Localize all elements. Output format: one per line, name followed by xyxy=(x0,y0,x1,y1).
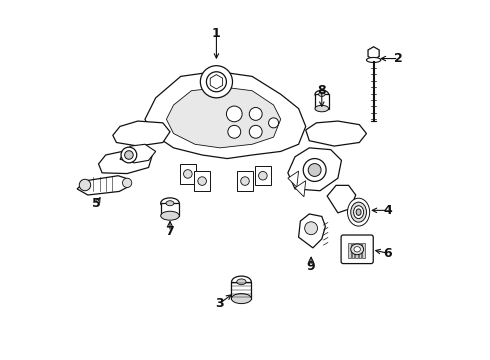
Bar xyxy=(315,94,329,109)
Bar xyxy=(359,243,361,257)
Polygon shape xyxy=(113,121,170,146)
Text: 3: 3 xyxy=(216,297,224,310)
Circle shape xyxy=(305,222,318,235)
FancyBboxPatch shape xyxy=(341,235,373,264)
Polygon shape xyxy=(120,144,156,163)
Circle shape xyxy=(269,118,279,128)
Polygon shape xyxy=(306,121,367,146)
Polygon shape xyxy=(145,73,306,158)
Ellipse shape xyxy=(318,92,325,96)
Bar xyxy=(352,243,354,257)
Circle shape xyxy=(226,106,242,122)
Ellipse shape xyxy=(367,58,381,63)
Text: 1: 1 xyxy=(212,27,221,40)
Ellipse shape xyxy=(161,198,179,208)
Circle shape xyxy=(241,177,249,185)
Text: 4: 4 xyxy=(384,204,392,217)
Ellipse shape xyxy=(166,201,174,206)
Text: 7: 7 xyxy=(166,225,174,238)
Polygon shape xyxy=(77,176,129,195)
Polygon shape xyxy=(298,214,325,248)
Circle shape xyxy=(308,163,321,176)
Polygon shape xyxy=(237,171,253,191)
Text: 8: 8 xyxy=(318,84,326,97)
Text: 9: 9 xyxy=(307,260,316,273)
Ellipse shape xyxy=(315,105,329,112)
Polygon shape xyxy=(288,148,342,191)
Circle shape xyxy=(124,151,133,159)
Ellipse shape xyxy=(351,202,367,222)
Text: 5: 5 xyxy=(93,197,101,210)
Ellipse shape xyxy=(237,279,246,285)
Polygon shape xyxy=(288,171,298,187)
Circle shape xyxy=(184,170,192,178)
Polygon shape xyxy=(368,47,379,60)
Polygon shape xyxy=(295,181,306,197)
Text: 2: 2 xyxy=(394,52,403,65)
Circle shape xyxy=(198,177,206,185)
Circle shape xyxy=(122,178,132,188)
Ellipse shape xyxy=(161,211,179,220)
Polygon shape xyxy=(98,150,152,174)
Polygon shape xyxy=(327,185,356,213)
Ellipse shape xyxy=(351,244,364,255)
Bar xyxy=(231,282,251,298)
Circle shape xyxy=(259,171,267,180)
Circle shape xyxy=(79,179,91,191)
Bar xyxy=(362,243,365,257)
Polygon shape xyxy=(194,171,210,191)
Ellipse shape xyxy=(231,294,251,303)
Ellipse shape xyxy=(356,209,361,215)
Ellipse shape xyxy=(354,206,364,219)
Circle shape xyxy=(303,158,326,181)
Ellipse shape xyxy=(315,90,329,98)
Circle shape xyxy=(200,66,232,98)
Ellipse shape xyxy=(354,247,360,252)
Polygon shape xyxy=(167,87,281,148)
Circle shape xyxy=(228,125,241,138)
Ellipse shape xyxy=(347,198,369,226)
Bar xyxy=(355,243,358,257)
Polygon shape xyxy=(255,166,270,185)
Bar xyxy=(161,203,179,216)
Circle shape xyxy=(249,125,262,138)
Circle shape xyxy=(121,147,137,163)
Circle shape xyxy=(249,108,262,120)
Bar xyxy=(348,243,351,257)
Ellipse shape xyxy=(232,276,251,288)
Polygon shape xyxy=(180,164,196,184)
Text: 6: 6 xyxy=(384,247,392,260)
